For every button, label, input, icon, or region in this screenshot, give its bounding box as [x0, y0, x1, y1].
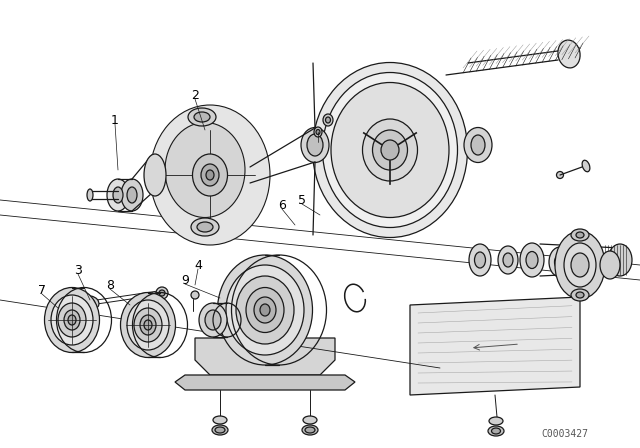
Ellipse shape: [197, 222, 213, 232]
Polygon shape: [175, 375, 355, 390]
Ellipse shape: [307, 134, 323, 156]
Ellipse shape: [554, 254, 566, 270]
Ellipse shape: [212, 425, 228, 435]
Ellipse shape: [520, 243, 544, 277]
Ellipse shape: [260, 304, 270, 316]
Polygon shape: [410, 297, 580, 395]
Ellipse shape: [498, 246, 518, 274]
Ellipse shape: [571, 253, 589, 277]
Ellipse shape: [471, 135, 485, 155]
Ellipse shape: [558, 40, 580, 68]
Text: 2: 2: [191, 89, 199, 102]
Ellipse shape: [150, 105, 270, 245]
Ellipse shape: [213, 416, 227, 424]
Ellipse shape: [159, 290, 165, 296]
Ellipse shape: [469, 244, 491, 276]
Ellipse shape: [549, 247, 571, 277]
Ellipse shape: [312, 63, 467, 237]
Ellipse shape: [51, 295, 93, 345]
Ellipse shape: [489, 417, 503, 425]
Ellipse shape: [236, 276, 294, 344]
Ellipse shape: [326, 117, 330, 123]
Ellipse shape: [191, 291, 199, 299]
Ellipse shape: [492, 428, 500, 434]
Ellipse shape: [571, 229, 589, 241]
Ellipse shape: [85, 299, 95, 307]
Ellipse shape: [144, 154, 166, 196]
Ellipse shape: [464, 128, 492, 163]
Ellipse shape: [218, 255, 312, 365]
Ellipse shape: [305, 427, 315, 433]
Text: 6: 6: [278, 198, 286, 211]
Ellipse shape: [571, 289, 589, 301]
Ellipse shape: [87, 189, 93, 201]
Ellipse shape: [64, 310, 80, 330]
Ellipse shape: [201, 164, 219, 186]
Ellipse shape: [254, 297, 276, 323]
Ellipse shape: [144, 320, 152, 330]
Text: C0003427: C0003427: [541, 429, 589, 439]
Ellipse shape: [372, 130, 408, 170]
Ellipse shape: [557, 172, 563, 178]
Ellipse shape: [45, 288, 99, 353]
Ellipse shape: [600, 251, 620, 279]
Ellipse shape: [488, 426, 504, 436]
Ellipse shape: [113, 187, 123, 203]
Text: 9: 9: [181, 273, 189, 287]
Ellipse shape: [215, 427, 225, 433]
Ellipse shape: [194, 112, 210, 122]
Ellipse shape: [316, 129, 320, 134]
Ellipse shape: [188, 108, 216, 126]
Ellipse shape: [107, 179, 129, 211]
Ellipse shape: [381, 140, 399, 160]
Text: 8: 8: [106, 279, 114, 292]
Ellipse shape: [331, 82, 449, 217]
Ellipse shape: [193, 154, 227, 196]
Ellipse shape: [140, 315, 156, 335]
Ellipse shape: [323, 114, 333, 126]
Ellipse shape: [246, 288, 284, 332]
Text: 7: 7: [38, 284, 46, 297]
Ellipse shape: [303, 416, 317, 424]
Ellipse shape: [134, 308, 162, 342]
Ellipse shape: [555, 231, 605, 299]
Text: 3: 3: [74, 263, 82, 276]
Ellipse shape: [474, 252, 486, 268]
Ellipse shape: [156, 287, 168, 299]
Ellipse shape: [191, 218, 219, 236]
Ellipse shape: [526, 251, 538, 268]
Ellipse shape: [301, 128, 329, 163]
Ellipse shape: [323, 73, 458, 228]
Ellipse shape: [120, 293, 175, 358]
Ellipse shape: [226, 265, 304, 355]
Ellipse shape: [564, 243, 596, 287]
Ellipse shape: [503, 253, 513, 267]
Ellipse shape: [576, 232, 584, 238]
Ellipse shape: [576, 292, 584, 298]
Ellipse shape: [127, 300, 169, 350]
Ellipse shape: [199, 303, 227, 337]
Ellipse shape: [314, 127, 322, 137]
Ellipse shape: [81, 296, 99, 310]
Text: 1: 1: [111, 113, 119, 126]
Ellipse shape: [165, 122, 245, 217]
Ellipse shape: [302, 425, 318, 435]
Text: 5: 5: [298, 194, 306, 207]
Ellipse shape: [608, 244, 632, 276]
Ellipse shape: [121, 179, 143, 211]
Ellipse shape: [127, 187, 137, 203]
Ellipse shape: [362, 119, 417, 181]
Ellipse shape: [68, 315, 76, 325]
Ellipse shape: [206, 170, 214, 180]
Text: 4: 4: [194, 258, 202, 271]
Ellipse shape: [582, 160, 590, 172]
Ellipse shape: [58, 303, 86, 337]
Polygon shape: [195, 338, 335, 375]
Ellipse shape: [205, 310, 221, 330]
